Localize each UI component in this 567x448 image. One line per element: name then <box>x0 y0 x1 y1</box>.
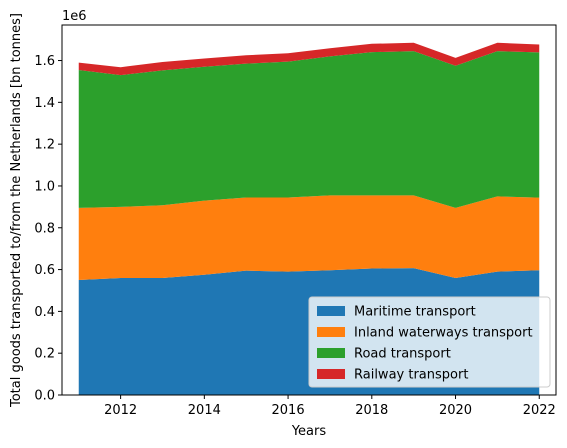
y-tick-label: 1.2 <box>34 138 55 153</box>
x-tick-label: 2014 <box>188 403 221 418</box>
area-railway-transport <box>78 42 540 76</box>
y-tick-label: 0.2 <box>34 347 55 362</box>
x-tick-label: 2012 <box>104 403 137 418</box>
x-tick-label: 2018 <box>355 403 388 418</box>
y-tick-label: 0.6 <box>34 263 55 278</box>
legend: Maritime transport Inland waterways trans… <box>308 296 551 388</box>
y-tick-label: 0.0 <box>34 389 55 404</box>
legend-swatch-railway-transport <box>317 369 345 379</box>
x-tick-label: 2016 <box>272 403 305 418</box>
plot-frame <box>61 24 557 396</box>
x-axis-label: Years <box>291 424 327 439</box>
x-tick-label: 2022 <box>523 403 556 418</box>
legend-label-railway-transport: Railway transport <box>354 368 468 383</box>
legend-label-road-transport: Road transport <box>354 347 451 362</box>
legend-box <box>308 296 551 388</box>
y-tick-label: 1.6 <box>34 54 55 69</box>
x-axis-ticks: 2012 2014 2016 2018 2020 2022 <box>104 395 556 418</box>
area-inland-waterways-transport <box>78 195 540 281</box>
x-tick-label: 2020 <box>439 403 472 418</box>
legend-swatch-road-transport <box>317 348 345 358</box>
y-tick-label: 1.0 <box>34 179 55 194</box>
y-tick-label: 1.4 <box>34 96 55 111</box>
area-road-transport <box>78 51 540 208</box>
y-axis-label: Total goods transported to/from the Neth… <box>9 13 24 408</box>
legend-label-maritime-transport: Maritime transport <box>354 305 476 320</box>
legend-swatch-inland-waterways-transport <box>317 327 345 337</box>
y-axis-offset-label: 1e6 <box>62 9 87 24</box>
y-tick-label: 0.4 <box>34 305 55 320</box>
legend-swatch-maritime-transport <box>317 306 345 316</box>
legend-label-inland-waterways-transport: Inland waterways transport <box>354 326 533 341</box>
y-axis-ticks: 0.0 0.2 0.4 0.6 0.8 1.0 1.2 1.4 1.6 <box>34 54 62 404</box>
y-tick-label: 0.8 <box>34 221 55 236</box>
